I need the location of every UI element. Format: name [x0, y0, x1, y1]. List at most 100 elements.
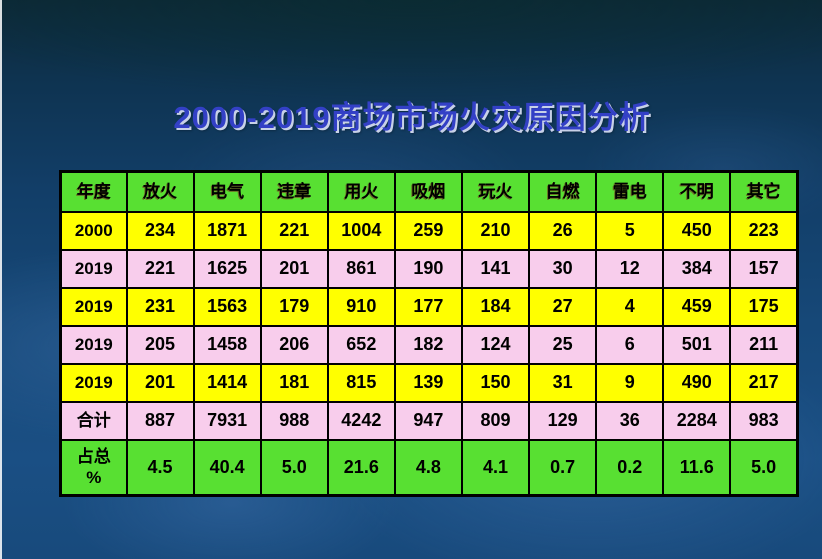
table-cell: 223 — [729, 210, 799, 251]
table-cell: 21.6 — [326, 438, 396, 497]
table-cell: 182 — [393, 324, 463, 365]
table-cell: 1414 — [192, 362, 262, 403]
fire-cause-table: 年度 放火 电气 违章 用火 吸烟 玩火 自燃 雷电 不明 其它 2000 234 1871 221 100… — [59, 170, 799, 497]
table-cell: 141 — [460, 248, 531, 289]
table-cell: 1563 — [192, 286, 262, 327]
table-cell: 910 — [326, 286, 396, 327]
table-cell: 6 — [595, 324, 665, 365]
table-cell: 5.0 — [729, 438, 799, 497]
table-cell: 177 — [393, 286, 463, 327]
table-row: 合计 887 7931 988 4242 947 809 129 36 2284 983 — [59, 400, 799, 441]
table-row: 2019 201 1414 181 815 139 150 31 9 490 217 — [59, 362, 799, 403]
table-cell: 2284 — [662, 400, 732, 441]
table-cell: 490 — [662, 362, 732, 403]
table-cell: 887 — [125, 400, 195, 441]
table-cell: 175 — [729, 286, 799, 327]
table-cell: 4242 — [326, 400, 396, 441]
table-cell: 206 — [259, 324, 329, 365]
table-body: 2000 234 1871 221 1004 259 210 26 5 450 223 2019 221… — [59, 210, 799, 497]
table-cell: 31 — [528, 362, 598, 403]
table-cell: 459 — [662, 286, 732, 327]
row-label: 占总 % — [59, 438, 128, 497]
table-cell: 150 — [460, 362, 531, 403]
table-cell: 221 — [259, 210, 329, 251]
table-cell: 201 — [125, 362, 195, 403]
column-header: 玩火 — [460, 170, 531, 213]
column-header: 自燃 — [528, 170, 598, 213]
table-cell: 4 — [595, 286, 665, 327]
table-cell: 5 — [595, 210, 665, 251]
table-cell: 5.0 — [259, 438, 329, 497]
table-cell: 861 — [326, 248, 396, 289]
table-cell: 983 — [729, 400, 799, 441]
row-label: 2019 — [59, 286, 128, 327]
column-header: 年度 — [59, 170, 128, 213]
table-cell: 231 — [125, 286, 195, 327]
table-cell: 501 — [662, 324, 732, 365]
table-cell: 4.5 — [125, 438, 195, 497]
table-cell: 384 — [662, 248, 732, 289]
column-header: 用火 — [326, 170, 396, 213]
table-cell: 450 — [662, 210, 732, 251]
table-cell: 234 — [125, 210, 195, 251]
table-cell: 12 — [595, 248, 665, 289]
table-cell: 129 — [528, 400, 598, 441]
table-cell: 1625 — [192, 248, 262, 289]
table-cell: 4.1 — [460, 438, 531, 497]
table-cell: 184 — [460, 286, 531, 327]
table-cell: 0.7 — [528, 438, 598, 497]
table-cell: 30 — [528, 248, 598, 289]
table-cell: 815 — [326, 362, 396, 403]
table-row: 2000 234 1871 221 1004 259 210 26 5 450 223 — [59, 210, 799, 251]
table-row: 占总 % 4.5 40.4 5.0 21.6 4.8 4.1 0.7 0.2 11.6 5.0 — [59, 438, 799, 497]
table-cell: 27 — [528, 286, 598, 327]
table-cell: 157 — [729, 248, 799, 289]
row-label: 2019 — [59, 324, 128, 365]
table-cell: 652 — [326, 324, 396, 365]
table-cell: 9 — [595, 362, 665, 403]
table-cell: 259 — [393, 210, 463, 251]
column-header: 违章 — [259, 170, 329, 213]
table-cell: 1004 — [326, 210, 396, 251]
row-label: 2019 — [59, 248, 128, 289]
column-header: 雷电 — [595, 170, 665, 213]
table-cell: 139 — [393, 362, 463, 403]
table-header-row: 年度 放火 电气 违章 用火 吸烟 玩火 自燃 雷电 不明 其它 — [59, 170, 799, 213]
table-cell: 1458 — [192, 324, 262, 365]
column-header: 放火 — [125, 170, 195, 213]
table-cell: 25 — [528, 324, 598, 365]
column-header: 不明 — [662, 170, 732, 213]
table-cell: 201 — [259, 248, 329, 289]
table-cell: 11.6 — [662, 438, 732, 497]
table-cell: 0.2 — [595, 438, 665, 497]
slide-title: 2000-2019商场市场火灾原因分析 — [173, 100, 651, 135]
table-cell: 947 — [393, 400, 463, 441]
table-cell: 1871 — [192, 210, 262, 251]
row-label: 2019 — [59, 362, 128, 403]
table-cell: 217 — [729, 362, 799, 403]
table-cell: 181 — [259, 362, 329, 403]
column-header: 电气 — [192, 170, 262, 213]
table-cell: 4.8 — [393, 438, 463, 497]
table-cell: 124 — [460, 324, 531, 365]
table-cell: 809 — [460, 400, 531, 441]
table-cell: 211 — [729, 324, 799, 365]
row-label: 2000 — [59, 210, 128, 251]
table-cell: 179 — [259, 286, 329, 327]
table-row: 2019 231 1563 179 910 177 184 27 4 459 175 — [59, 286, 799, 327]
table-row: 2019 205 1458 206 652 182 124 25 6 501 211 — [59, 324, 799, 365]
table-row: 2019 221 1625 201 861 190 141 30 12 384 157 — [59, 248, 799, 289]
table-cell: 7931 — [192, 400, 262, 441]
table-cell: 210 — [460, 210, 531, 251]
table-cell: 26 — [528, 210, 598, 251]
row-label: 合计 — [59, 400, 128, 441]
table-cell: 221 — [125, 248, 195, 289]
table-cell: 205 — [125, 324, 195, 365]
column-header: 吸烟 — [393, 170, 463, 213]
table-cell: 190 — [393, 248, 463, 289]
table-cell: 36 — [595, 400, 665, 441]
column-header: 其它 — [729, 170, 799, 213]
table-cell: 40.4 — [192, 438, 262, 497]
table-cell: 988 — [259, 400, 329, 441]
